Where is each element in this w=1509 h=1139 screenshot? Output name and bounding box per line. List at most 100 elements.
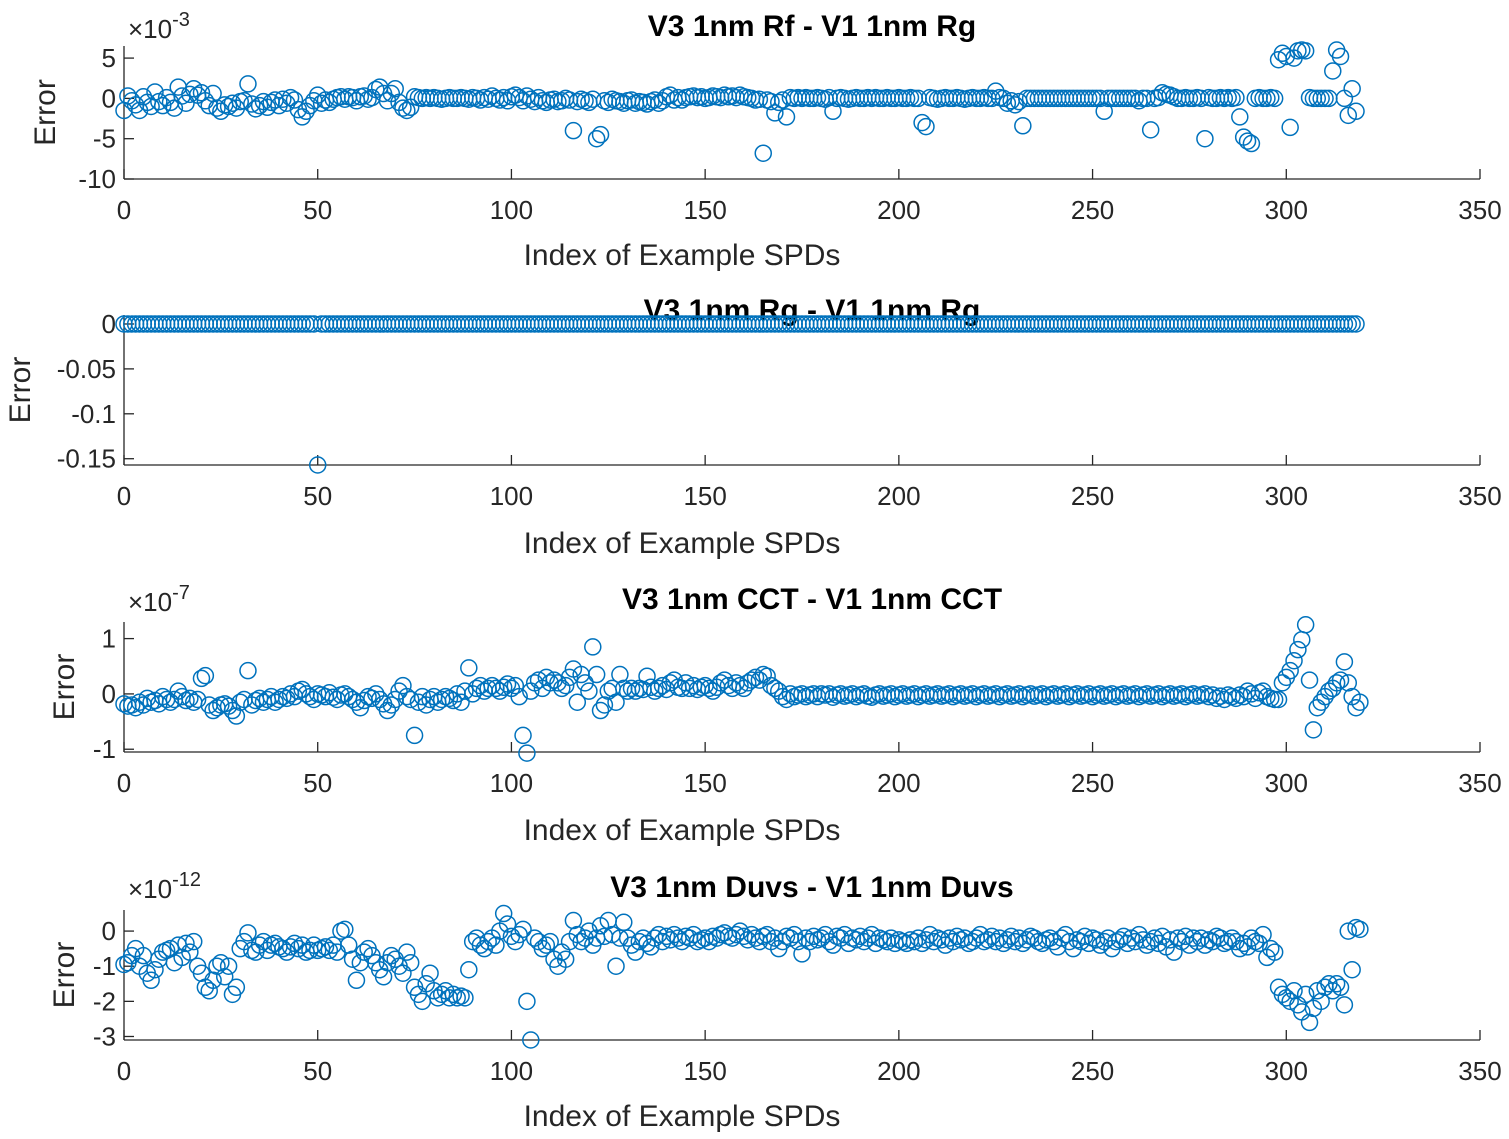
x-tick-label: 100 <box>490 195 533 225</box>
data-point <box>1308 698 1327 717</box>
x-tick-label: 350 <box>1458 1056 1501 1086</box>
data-point <box>188 690 207 709</box>
data-points <box>115 616 1369 762</box>
data-point <box>394 676 412 695</box>
y-axis-label: Error <box>4 357 37 424</box>
data-point <box>398 943 416 961</box>
data-point <box>1231 108 1249 126</box>
data-point <box>824 102 842 121</box>
data-point <box>1312 693 1330 711</box>
y-tick-label: -5 <box>93 124 116 154</box>
x-tick-label: 300 <box>1265 481 1308 511</box>
data-point <box>642 938 660 956</box>
data-point <box>432 690 451 709</box>
x-tick-label: 250 <box>1071 1056 1114 1086</box>
data-point <box>1079 89 1098 108</box>
data-point <box>541 932 559 951</box>
data-point <box>460 659 478 677</box>
data-point <box>735 927 753 946</box>
x-tick-label: 200 <box>877 195 920 225</box>
data-point <box>587 665 606 684</box>
data-point <box>494 904 513 923</box>
data-point <box>181 943 199 961</box>
x-tick-label: 0 <box>117 1056 131 1086</box>
x-tick-label: 0 <box>117 768 131 798</box>
data-point <box>1339 674 1358 692</box>
data-point <box>219 957 238 975</box>
data-point <box>452 693 470 711</box>
y-tick-label: -0.05 <box>57 354 116 384</box>
data-point <box>413 687 432 706</box>
data-point <box>1281 992 1299 1011</box>
data-point <box>409 693 428 711</box>
data-point <box>1254 89 1272 108</box>
x-tick-label: 100 <box>490 481 533 511</box>
y-axis-label: Error <box>48 654 81 721</box>
data-point <box>1265 943 1284 961</box>
data-point <box>293 315 311 333</box>
data-point <box>522 1031 540 1049</box>
data-point <box>184 932 203 951</box>
y-tick-label: 0 <box>102 83 116 113</box>
data-point <box>1296 616 1315 634</box>
data-point <box>560 668 579 687</box>
data-point <box>568 693 587 711</box>
data-point <box>498 915 517 933</box>
data-point <box>398 101 416 120</box>
x-tick-label: 350 <box>1458 768 1501 798</box>
x-tick-label: 100 <box>490 768 533 798</box>
data-point <box>308 456 327 474</box>
data-point <box>165 99 184 117</box>
data-point <box>804 927 823 946</box>
x-axis-label: Index of Example SPDs <box>524 239 841 272</box>
data-point <box>355 943 373 961</box>
data-point <box>1180 89 1199 108</box>
data-point <box>227 978 246 997</box>
data-point <box>1331 47 1350 66</box>
data-point <box>766 104 784 122</box>
subplot-2: 0 50 100 150 200 250 300 350 0 -0.05 -0.1 -0.15 V3 1… <box>4 294 1502 560</box>
data-point <box>1335 315 1354 333</box>
data-point <box>456 682 474 700</box>
data-point <box>700 679 718 698</box>
data-point <box>250 96 269 115</box>
data-point <box>181 689 199 708</box>
data-point <box>518 992 536 1011</box>
data-point <box>305 936 323 954</box>
data-point <box>239 924 257 942</box>
data-point <box>498 675 517 693</box>
data-point <box>1285 982 1303 1000</box>
x-tick-label: 250 <box>1071 195 1114 225</box>
data-point <box>161 939 180 958</box>
y-tick-label: 0 <box>102 309 116 339</box>
data-point <box>208 99 226 117</box>
data-point <box>723 679 742 698</box>
data-point <box>1327 975 1346 993</box>
data-point <box>1296 985 1315 1004</box>
data-point <box>177 691 195 710</box>
x-tick-label: 300 <box>1265 195 1308 225</box>
data-point <box>215 968 234 986</box>
data-point <box>320 941 339 960</box>
data-point <box>1281 661 1299 680</box>
data-point <box>514 920 532 939</box>
x-tick-label: 200 <box>877 1056 920 1086</box>
data-point <box>1351 693 1369 711</box>
data-point <box>1296 42 1315 60</box>
data-point <box>649 679 668 698</box>
data-point <box>1254 925 1272 944</box>
data-point <box>1285 651 1303 670</box>
data-points <box>115 41 1365 162</box>
x-tick-label: 300 <box>1265 1056 1308 1086</box>
x-tick-label: 200 <box>877 481 920 511</box>
data-point <box>1277 47 1296 66</box>
data-point <box>584 638 602 656</box>
data-point <box>312 94 331 112</box>
data-point <box>479 932 497 951</box>
data-point <box>1339 922 1358 940</box>
data-point <box>851 927 869 946</box>
data-point <box>285 91 304 109</box>
data-point <box>1316 89 1334 108</box>
exponent-label: ×10-7 <box>128 582 190 617</box>
data-point <box>316 938 335 956</box>
